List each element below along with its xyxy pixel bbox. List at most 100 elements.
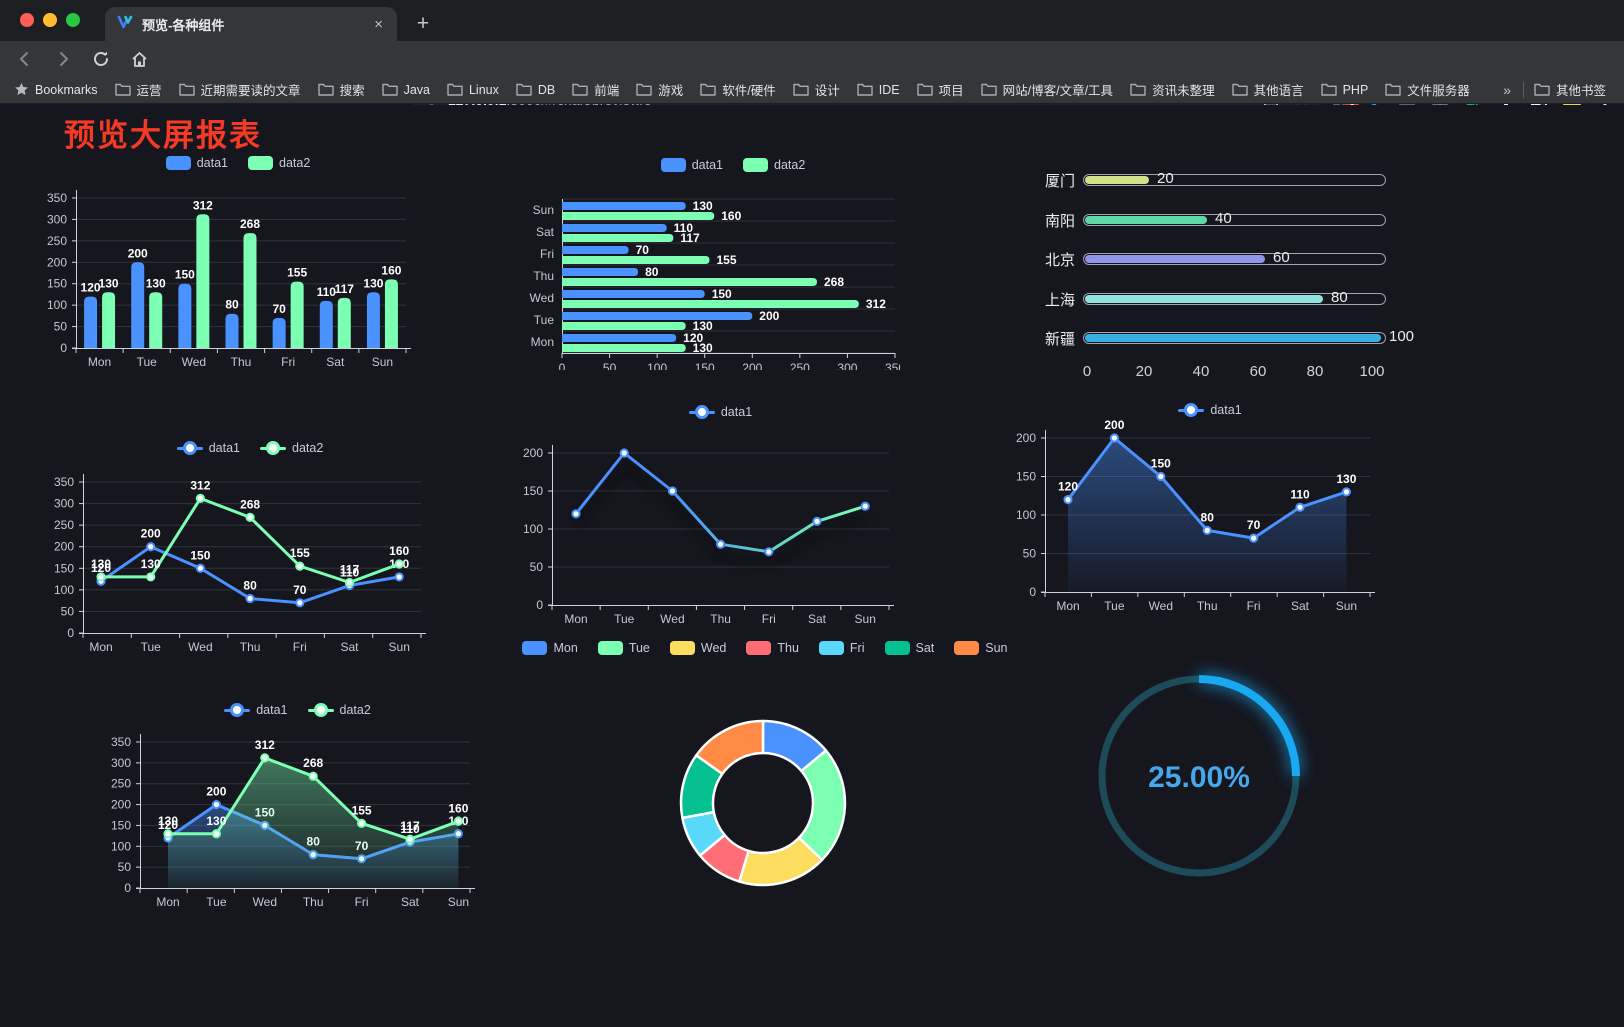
data-point[interactable]	[211, 799, 222, 810]
bar[interactable]	[562, 256, 710, 264]
bookmark-folder[interactable]: 前端	[572, 80, 619, 99]
legend-item[interactable]: data2	[248, 156, 310, 170]
legend-item[interactable]: Tue	[597, 641, 650, 655]
tab-close-icon[interactable]: ×	[374, 15, 383, 33]
back-button[interactable]	[12, 46, 38, 72]
legend-item[interactable]: Fri	[818, 641, 865, 655]
new-tab-button[interactable]: +	[416, 12, 430, 35]
forward-button[interactable]	[50, 46, 76, 72]
data-point[interactable]	[405, 834, 415, 844]
data-point[interactable]	[1109, 433, 1119, 443]
bar[interactable]	[562, 246, 629, 254]
home-button[interactable]	[126, 46, 152, 72]
bookmark-folder[interactable]: 近期需要读的文章	[178, 80, 301, 99]
legend-item[interactable]: data2	[743, 158, 805, 172]
legend-item[interactable]: Sat	[884, 641, 934, 655]
legend-item[interactable]: data1	[165, 156, 228, 170]
bar[interactable]	[562, 234, 674, 242]
bookmarks-manager-item[interactable]: Bookmarks	[14, 82, 98, 97]
bar[interactable]	[384, 279, 398, 348]
area-line-chart[interactable]: data1 0 50 100 150 200 Mon Tue Wed Thu Fri Sat Sun 12…	[985, 383, 1385, 615]
data-point[interactable]	[453, 816, 463, 826]
progress-track[interactable]	[1083, 332, 1386, 344]
bookmark-folder[interactable]: 设计	[793, 80, 840, 99]
bar[interactable]	[84, 296, 98, 348]
bar[interactable]	[562, 344, 686, 352]
data-point[interactable]	[1063, 495, 1073, 505]
bar[interactable]	[225, 313, 239, 348]
data-point[interactable]	[245, 593, 255, 604]
bar[interactable]	[149, 292, 163, 348]
data-point[interactable]	[394, 559, 404, 569]
data-point[interactable]	[357, 818, 367, 828]
bookmark-folder[interactable]: PHP	[1320, 83, 1368, 97]
horizontal-bar-chart[interactable]: data1 data2 Sun Sat Fri Thu Wed Tue Mon 0 50 100 150…	[500, 148, 900, 370]
gradient-line-chart[interactable]: data1 0 50 100 150 200 Mon Tue Wed Thu Fri Sat Sun	[490, 393, 905, 631]
multi-line-chart[interactable]: data1 data2 0 50 100 150 200 250 300 350 Mon Tue Wed…	[95, 673, 490, 925]
bar[interactable]	[178, 283, 192, 348]
progress-track[interactable]	[1083, 213, 1386, 226]
data-point[interactable]	[146, 542, 156, 552]
legend-item[interactable]: data1	[224, 703, 288, 717]
bar[interactable]	[562, 268, 639, 276]
bar[interactable]	[131, 262, 145, 348]
bar[interactable]	[366, 292, 380, 348]
progress-track[interactable]	[1083, 174, 1386, 186]
zoom-window-button[interactable]	[66, 13, 80, 27]
progress-track[interactable]	[1083, 253, 1386, 265]
bar[interactable]	[319, 300, 333, 348]
legend-item[interactable]: Wed	[669, 641, 726, 655]
data-point[interactable]	[260, 753, 270, 763]
reload-button[interactable]	[88, 46, 114, 72]
data-point[interactable]	[308, 771, 318, 781]
data-point[interactable]	[1341, 487, 1351, 497]
browser-tab[interactable]: 预览-各种组件 ×	[105, 7, 397, 41]
legend-item[interactable]: data2	[260, 441, 323, 455]
grouped-bar-chart[interactable]: data1 data2 0 50 100 150 200 250 300 350 Mon Tue Wed…	[40, 148, 420, 370]
data-point[interactable]	[1295, 502, 1305, 512]
bookmark-folder[interactable]: 游戏	[636, 80, 683, 99]
data-point[interactable]	[211, 829, 222, 839]
minimize-window-button[interactable]	[43, 13, 57, 27]
bookmark-folder[interactable]: 网站/博客/文章/工具	[980, 80, 1113, 99]
bar[interactable]	[562, 224, 667, 232]
bar[interactable]	[562, 212, 715, 220]
data-point[interactable]	[571, 509, 581, 519]
data-point[interactable]	[163, 829, 173, 839]
bar[interactable]	[243, 233, 257, 348]
legend-item[interactable]: Mon	[522, 641, 578, 655]
data-point[interactable]	[344, 577, 355, 588]
data-point[interactable]	[295, 561, 305, 571]
data-point[interactable]	[667, 486, 677, 496]
legend-item[interactable]: Sun	[954, 641, 1008, 655]
percent-gauge-chart[interactable]: 25.00%	[1080, 655, 1320, 900]
data-point[interactable]	[1202, 525, 1212, 535]
progress-track[interactable]	[1083, 292, 1386, 305]
bar[interactable]	[102, 292, 116, 348]
data-point[interactable]	[764, 547, 774, 557]
data-point[interactable]	[812, 516, 822, 526]
bookmark-folder[interactable]: 搜索	[317, 80, 365, 99]
bookmark-folder[interactable]: 资讯未整理	[1130, 80, 1215, 99]
bookmark-folder[interactable]: 软件/硬件	[700, 80, 776, 99]
data-point[interactable]	[1156, 471, 1166, 482]
bookmark-folder[interactable]: Linux	[447, 83, 499, 97]
pie-slice[interactable]	[695, 719, 765, 776]
bookmark-folder[interactable]: 其他语言	[1231, 80, 1304, 99]
bar[interactable]	[562, 334, 677, 342]
data-point[interactable]	[394, 572, 404, 582]
data-point[interactable]	[195, 563, 205, 573]
data-point[interactable]	[1249, 533, 1259, 543]
bookmark-folder[interactable]: DB	[516, 83, 555, 97]
data-point[interactable]	[716, 539, 726, 549]
data-point[interactable]	[245, 512, 255, 522]
bar[interactable]	[562, 300, 859, 308]
bar[interactable]	[290, 281, 304, 348]
data-point[interactable]	[860, 501, 870, 511]
bar[interactable]	[562, 278, 817, 286]
bar[interactable]	[562, 312, 753, 320]
bookmark-folder[interactable]: 文件服务器	[1385, 80, 1470, 99]
bar[interactable]	[562, 290, 705, 298]
data-point[interactable]	[195, 493, 205, 503]
multi-line-chart[interactable]: data1 data2 0 50 100 150 200 250 300 350 Mon Tue Wed…	[40, 423, 440, 671]
